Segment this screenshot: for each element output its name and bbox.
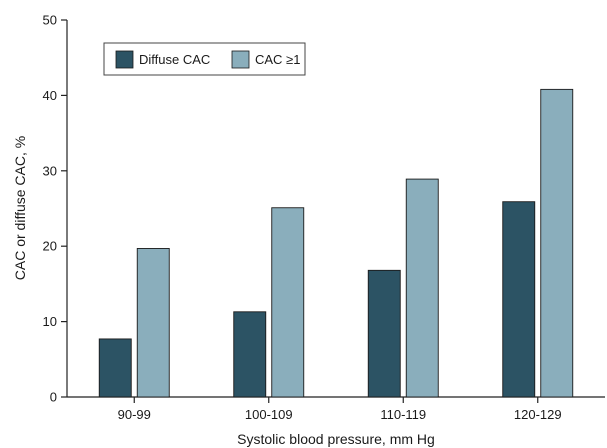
x-tick-label: 90-99 [118, 407, 151, 422]
legend-box [103, 42, 306, 76]
bar-cac-ge-1 [540, 88, 574, 398]
legend-label-cac-ge-1: CAC ≥1 [255, 52, 300, 67]
x-tick-label: 110-119 [380, 407, 426, 422]
legend-swatch-diffuse-cac [115, 50, 134, 69]
y-tick-label: 50 [43, 13, 57, 28]
bar-diffuse-cac [367, 269, 401, 398]
bar-cac-ge-1 [271, 207, 305, 398]
x-ticks: 90-99 100-109 110-119 120-129 [118, 397, 562, 422]
plot-area: 0 10 20 30 40 50 90-99 100-109 110-119 120-129 [43, 13, 605, 422]
bars [98, 88, 574, 398]
legend-label-diffuse-cac: Diffuse CAC [139, 52, 210, 67]
legend: Diffuse CAC CAC ≥1 [103, 42, 306, 76]
x-tick-label: 100-109 [245, 407, 293, 422]
y-tick-label: 40 [43, 88, 57, 103]
legend-swatch-cac-ge-1 [231, 50, 250, 69]
y-tick-label: 20 [43, 239, 57, 254]
bar-diffuse-cac [233, 311, 267, 398]
bar-diffuse-cac [502, 201, 536, 398]
y-tick-label: 10 [43, 314, 57, 329]
y-axis-label: CAC or diffuse CAC, % [12, 136, 28, 280]
y-ticks: 0 10 20 30 40 50 [43, 13, 67, 405]
bar-cac-ge-1 [136, 248, 170, 398]
bar-cac-ge-1 [405, 178, 439, 398]
y-tick-label: 0 [50, 390, 57, 405]
y-tick-label: 30 [43, 163, 57, 178]
x-axis-label: Systolic blood pressure, mm Hg [237, 431, 435, 447]
x-tick-label: 120-129 [514, 407, 562, 422]
bar-diffuse-cac [98, 338, 132, 398]
